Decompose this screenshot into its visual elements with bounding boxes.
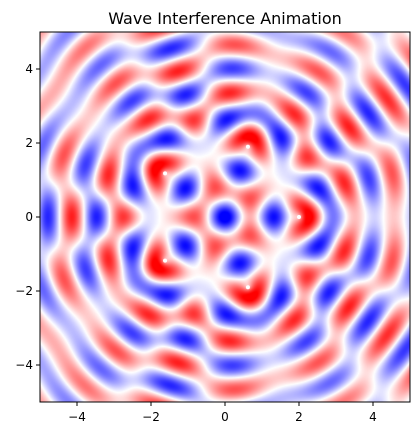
x-tick-label: 4 [369,410,377,424]
source-marker-2 [163,171,168,176]
y-tick-label: −2 [15,284,33,298]
source-marker-0 [297,215,301,219]
heatmap-image [40,32,410,402]
y-tick-label: 0 [25,210,33,224]
y-tick-label: 2 [25,136,33,150]
y-tick-label: −4 [15,358,33,372]
x-tick-label: 0 [221,410,229,424]
source-marker-4 [245,285,250,290]
source-markers [163,144,301,290]
y-tick-label: 4 [25,62,33,76]
x-axis: −4 −2 0 2 4 [68,402,377,424]
axes-frame [39,31,411,403]
x-tick-label: −2 [142,410,160,424]
x-tick-label: −4 [68,410,86,424]
source-marker-3 [163,258,168,263]
source-marker-1 [245,144,250,149]
chart-title: Wave Interference Animation [108,9,342,28]
x-tick-label: 2 [295,410,303,424]
y-axis: −4 −2 0 2 4 [15,62,40,372]
